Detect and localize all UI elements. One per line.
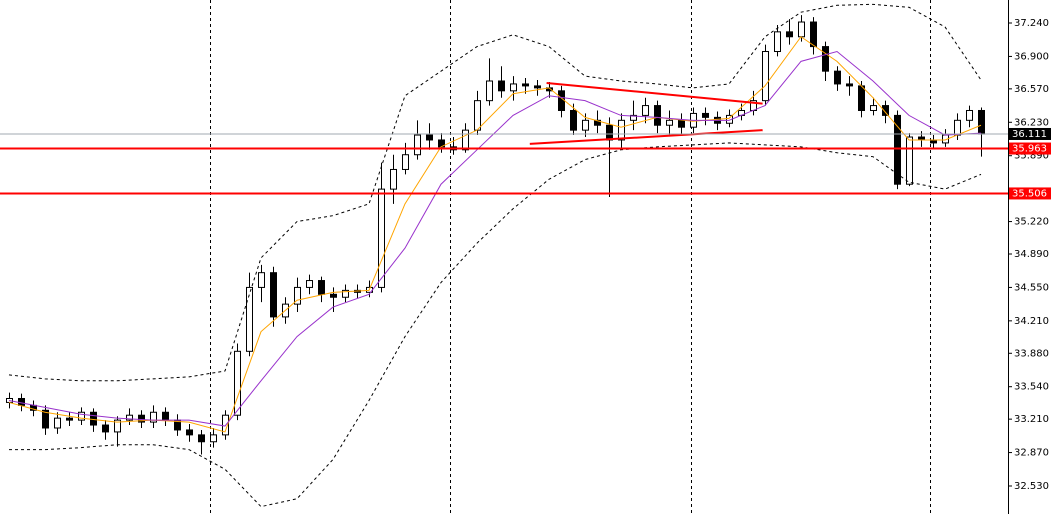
candle-body: [150, 411, 157, 423]
candle-body: [834, 70, 841, 85]
candle-body: [294, 286, 301, 305]
candle-body: [846, 83, 853, 87]
indicator-line: [8, 50, 982, 427]
candle-body: [642, 105, 649, 116]
candle-body: [42, 409, 49, 429]
price-label: 36.111: [1012, 129, 1047, 140]
candle-body: [798, 21, 805, 38]
candle-body: [894, 114, 901, 185]
candle-body: [810, 21, 817, 48]
candle-body: [114, 419, 121, 433]
price-label: 35.506: [1012, 188, 1047, 199]
candle-body: [102, 424, 109, 433]
candle-body: [378, 188, 385, 288]
candle-body: [390, 168, 397, 190]
candle-body: [774, 31, 781, 53]
candle-body: [510, 83, 517, 92]
candle-body: [138, 414, 145, 423]
candle-body: [858, 85, 865, 111]
candle-body: [966, 109, 973, 121]
y-tick-label: 36.900: [1014, 51, 1049, 62]
candle-body: [246, 286, 253, 352]
price-label-box: [1009, 187, 1051, 200]
y-tick-label: 36.570: [1014, 84, 1049, 95]
candle-body: [618, 119, 625, 141]
candle-body: [498, 80, 505, 92]
candle-body: [882, 105, 889, 116]
candle-body: [162, 411, 169, 421]
candle-body: [954, 119, 961, 136]
candle-body: [90, 411, 97, 426]
indicator-line: [8, 3, 982, 382]
candle-body: [210, 434, 217, 443]
candle-body: [474, 100, 481, 131]
y-tick-label: 35.220: [1014, 217, 1049, 228]
candle-body: [270, 272, 277, 318]
y-tick-label: 33.540: [1014, 382, 1049, 393]
candle-body: [486, 80, 493, 102]
y-tick-label: 32.870: [1014, 448, 1049, 459]
indicator-line: [9, 142, 982, 508]
price-label-box: [1009, 127, 1051, 140]
candle-body: [666, 119, 673, 126]
indicator-line: [8, 36, 982, 433]
candle-body: [330, 293, 337, 298]
y-tick-label: 33.210: [1014, 414, 1049, 425]
candle-body: [414, 134, 421, 156]
candle-body: [786, 31, 793, 38]
candle-body: [630, 114, 637, 121]
y-tick-label: 33.880: [1014, 348, 1049, 359]
candle-body: [702, 112, 709, 118]
y-tick-label: 34.550: [1014, 282, 1049, 293]
candle-body: [870, 105, 877, 111]
candle-body: [978, 109, 985, 135]
trend-line: [546, 81, 763, 105]
candle-body: [582, 119, 589, 131]
candle-body: [606, 124, 613, 141]
candle-body: [402, 154, 409, 170]
candle-body: [654, 105, 661, 126]
price-label-box: [1009, 142, 1051, 155]
y-tick-label: 32.530: [1014, 481, 1049, 492]
candle-body: [318, 280, 325, 295]
price-label: 35.963: [1012, 144, 1047, 155]
candle-body: [66, 417, 73, 421]
y-tick-label: 34.210: [1014, 316, 1049, 327]
candle-body: [54, 417, 61, 429]
candle-body: [570, 109, 577, 131]
y-tick-label: 34.890: [1014, 249, 1049, 260]
candle-body: [534, 85, 541, 89]
y-tick-label: 35.890: [1014, 151, 1049, 162]
candle-body: [198, 434, 205, 443]
candle-body: [906, 136, 913, 185]
y-tick-label: 36.230: [1014, 117, 1049, 128]
candle-body: [822, 46, 829, 72]
trend-line: [529, 129, 763, 145]
candle-body: [462, 129, 469, 151]
candle-body: [186, 429, 193, 436]
candle-body: [126, 414, 133, 421]
candle-body: [258, 272, 265, 288]
candle-body: [522, 83, 529, 87]
candle-body: [78, 411, 85, 421]
candle-body: [18, 397, 25, 406]
candle-body: [342, 289, 349, 298]
candle-body: [678, 119, 685, 128]
y-tick-label: 37.240: [1014, 18, 1049, 29]
candle-body: [306, 280, 313, 288]
candle-body: [234, 350, 241, 416]
candle-body: [426, 134, 433, 141]
candle-body: [762, 51, 769, 102]
candle-body: [558, 90, 565, 111]
